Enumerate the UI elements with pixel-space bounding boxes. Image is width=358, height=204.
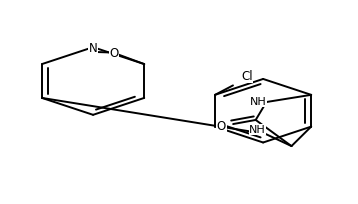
Text: O: O <box>109 47 118 60</box>
Text: Cl: Cl <box>241 70 253 82</box>
Text: NH: NH <box>250 96 267 106</box>
Text: O: O <box>217 119 226 132</box>
Text: NH: NH <box>249 124 266 134</box>
Text: N: N <box>89 41 97 54</box>
